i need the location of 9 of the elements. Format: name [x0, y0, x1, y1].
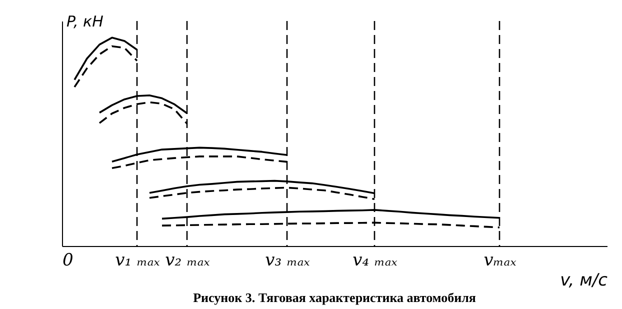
y-axis-title: P, кН [66, 12, 104, 30]
x-tick-label: v₂ ₘₐₓ [165, 250, 210, 270]
x-tick-label: vₘₐₓ [484, 250, 516, 270]
text: Рисунок 3. Тяговая характеристика автомобиля [193, 290, 476, 305]
x-tick-label: v₄ ₘₐₓ [352, 250, 398, 270]
x-tick-label: 0 [62, 250, 74, 270]
x-tick-label: v₃ ₘₐₓ [265, 250, 310, 270]
x-tick-label: v₁ ₘₐₓ [115, 250, 160, 270]
x-axis-title: v, м/с [560, 270, 608, 290]
